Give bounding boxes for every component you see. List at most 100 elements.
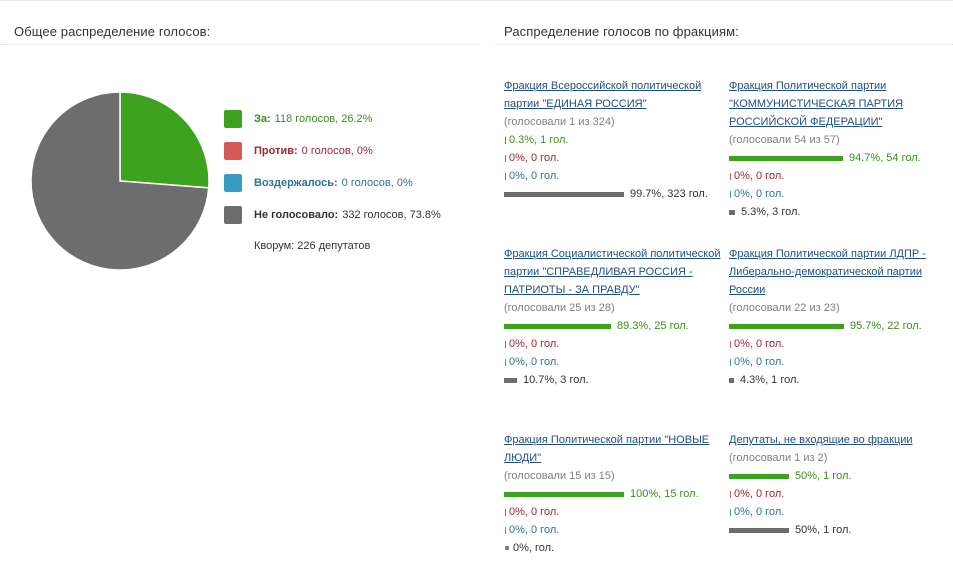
faction-row-za: 100%, 15 гол. [504, 485, 729, 503]
faction-row-ne: 4.3%, 1 гол. [729, 371, 953, 389]
faction-row-za: 94.7%, 54 гол. [729, 149, 953, 167]
faction-row-text: 0%, 0 гол. [734, 506, 785, 518]
faction-row-text: 5.3%, 3 гол. [741, 206, 801, 218]
legend-value-protiv: 0 голосов, 0% [301, 145, 373, 157]
faction-row-text: 0%, 0 гол. [509, 506, 560, 518]
faction-row-ne: 50%, 1 гол. [729, 521, 953, 539]
faction-bar-protiv [730, 172, 731, 180]
faction-block: Фракция Политической партии "КОММУНИСТИЧ… [729, 77, 953, 221]
faction-row-text: 0%, 0 гол. [734, 170, 785, 182]
faction-bar-za [729, 323, 844, 329]
faction-row-ne: 99.7%, 323 гол. [504, 185, 729, 203]
faction-row-text: 50%, 1 гол. [795, 524, 852, 536]
overall-pie-chart [30, 91, 210, 271]
faction-name-link[interactable]: Фракция Политической партии "КОММУНИСТИЧ… [729, 80, 904, 128]
legend-swatch-vozd [224, 174, 242, 192]
faction-bar-za [504, 491, 624, 497]
faction-row-vozd: 0%, 0 гол. [504, 167, 729, 185]
faction-row-vozd: 0%, 0 гол. [504, 521, 729, 539]
faction-row-text: 0.3%, 1 гол. [509, 134, 569, 146]
legend-label-protiv: Против: [254, 145, 298, 157]
faction-name-link[interactable]: Фракция Социалистической политической па… [504, 248, 721, 296]
legend-value-vozd: 0 голосов, 0% [341, 177, 413, 189]
pie-slice-za [119, 91, 210, 189]
faction-row-text: 0%, 0 гол. [734, 188, 785, 200]
faction-row-text: 99.7%, 323 гол. [630, 188, 708, 200]
faction-row-protiv: 0%, 0 гол. [504, 503, 729, 521]
factions-title: Распределение голосов по фракциям: [504, 24, 739, 39]
faction-voted-count: (голосовали 25 из 28) [504, 302, 615, 314]
legend-row-protiv: Против: 0 голосов, 0% [224, 141, 484, 161]
legend-row-ne: Не голосовало: 332 голосов, 73.8% [224, 205, 484, 225]
faction-voted-count: (голосовали 22 из 23) [729, 302, 840, 314]
faction-name-link[interactable]: Фракция Политической партии ЛДПР - Либер… [729, 248, 926, 296]
top-border [0, 0, 953, 1]
faction-voted-count: (голосовали 15 из 15) [504, 470, 615, 482]
faction-block: Фракция Всероссийской политической парти… [504, 77, 729, 203]
faction-row-protiv: 0%, 0 гол. [504, 335, 729, 353]
legend-swatch-protiv [224, 142, 242, 160]
faction-row-za: 95.7%, 22 гол. [729, 317, 953, 335]
legend-label-za: За: [254, 113, 271, 125]
faction-row-text: 4.3%, 1 гол. [740, 374, 800, 386]
faction-row-text: 100%, 15 гол. [630, 488, 699, 500]
faction-bar-protiv [730, 340, 731, 348]
faction-bar-za [505, 136, 506, 144]
faction-row-text: 0%, 0 гол. [734, 338, 785, 350]
legend-row-za: За: 118 голосов, 26.2% [224, 109, 484, 129]
faction-bar-za [729, 155, 843, 161]
faction-voted-count: (голосовали 1 из 2) [729, 452, 828, 464]
faction-bar-ne [729, 377, 734, 383]
faction-row-ne: 0%, гол. [504, 539, 729, 557]
faction-block: Фракция Политической партии ЛДПР - Либер… [729, 245, 953, 389]
faction-bar-vozd [505, 172, 506, 180]
faction-row-protiv: 0%, 0 гол. [504, 149, 729, 167]
overall-title: Общее распределение голосов: [14, 24, 211, 39]
faction-row-text: 10.7%, 3 гол. [523, 374, 589, 386]
faction-bar-protiv [505, 154, 506, 162]
faction-bar-protiv [505, 340, 506, 348]
legend-value-ne: 332 голосов, 73.8% [342, 209, 441, 221]
faction-bar-za [504, 323, 611, 329]
faction-bar-vozd [505, 358, 506, 366]
legend-swatch-ne [224, 206, 242, 224]
legend-label-vozd: Воздержалось: [254, 177, 338, 189]
factions-title-separator [494, 44, 953, 45]
faction-row-text: 0%, гол. [513, 542, 555, 554]
legend-row-vozd: Воздержалось: 0 голосов, 0% [224, 173, 484, 193]
faction-name-link[interactable]: Депутаты, не входящие во фракции [729, 434, 913, 446]
faction-bar-ne [504, 191, 624, 197]
faction-row-text: 0%, 0 гол. [734, 488, 785, 500]
faction-row-za: 0.3%, 1 гол. [504, 131, 729, 149]
faction-bar-vozd [730, 508, 731, 516]
faction-bar-ne [504, 377, 517, 383]
faction-row-text: 50%, 1 гол. [795, 470, 852, 482]
legend-label-ne: Не голосовало: [254, 209, 339, 221]
faction-voted-count: (голосовали 1 из 324) [504, 116, 615, 128]
faction-bar-za [729, 473, 789, 479]
faction-name-link[interactable]: Фракция Всероссийской политической парти… [504, 80, 702, 110]
faction-bar-vozd [505, 526, 506, 534]
faction-bar-protiv [730, 490, 731, 498]
faction-bar-vozd [730, 358, 731, 366]
overall-title-separator [0, 44, 480, 45]
faction-row-text: 0%, 0 гол. [509, 356, 560, 368]
faction-bar-ne [505, 546, 509, 550]
faction-row-text: 95.7%, 22 гол. [850, 320, 922, 332]
faction-block: Фракция Социалистической политической па… [504, 245, 729, 389]
faction-row-vozd: 0%, 0 гол. [729, 503, 953, 521]
faction-row-protiv: 0%, 0 гол. [729, 485, 953, 503]
faction-row-za: 89.3%, 25 гол. [504, 317, 729, 335]
faction-name-link[interactable]: Фракция Политической партии "НОВЫЕ ЛЮДИ" [504, 434, 710, 464]
faction-row-text: 94.7%, 54 гол. [849, 152, 921, 164]
faction-row-text: 0%, 0 гол. [509, 152, 560, 164]
faction-block: Фракция Политической партии "НОВЫЕ ЛЮДИ"… [504, 431, 729, 557]
legend-swatch-za [224, 110, 242, 128]
faction-row-text: 0%, 0 гол. [509, 338, 560, 350]
faction-bar-vozd [730, 190, 731, 198]
faction-row-protiv: 0%, 0 гол. [729, 167, 953, 185]
faction-row-text: 0%, 0 гол. [734, 356, 785, 368]
quorum-text: Кворум: 226 депутатов [254, 240, 371, 252]
faction-row-text: 89.3%, 25 гол. [617, 320, 689, 332]
faction-bar-ne [729, 209, 735, 215]
